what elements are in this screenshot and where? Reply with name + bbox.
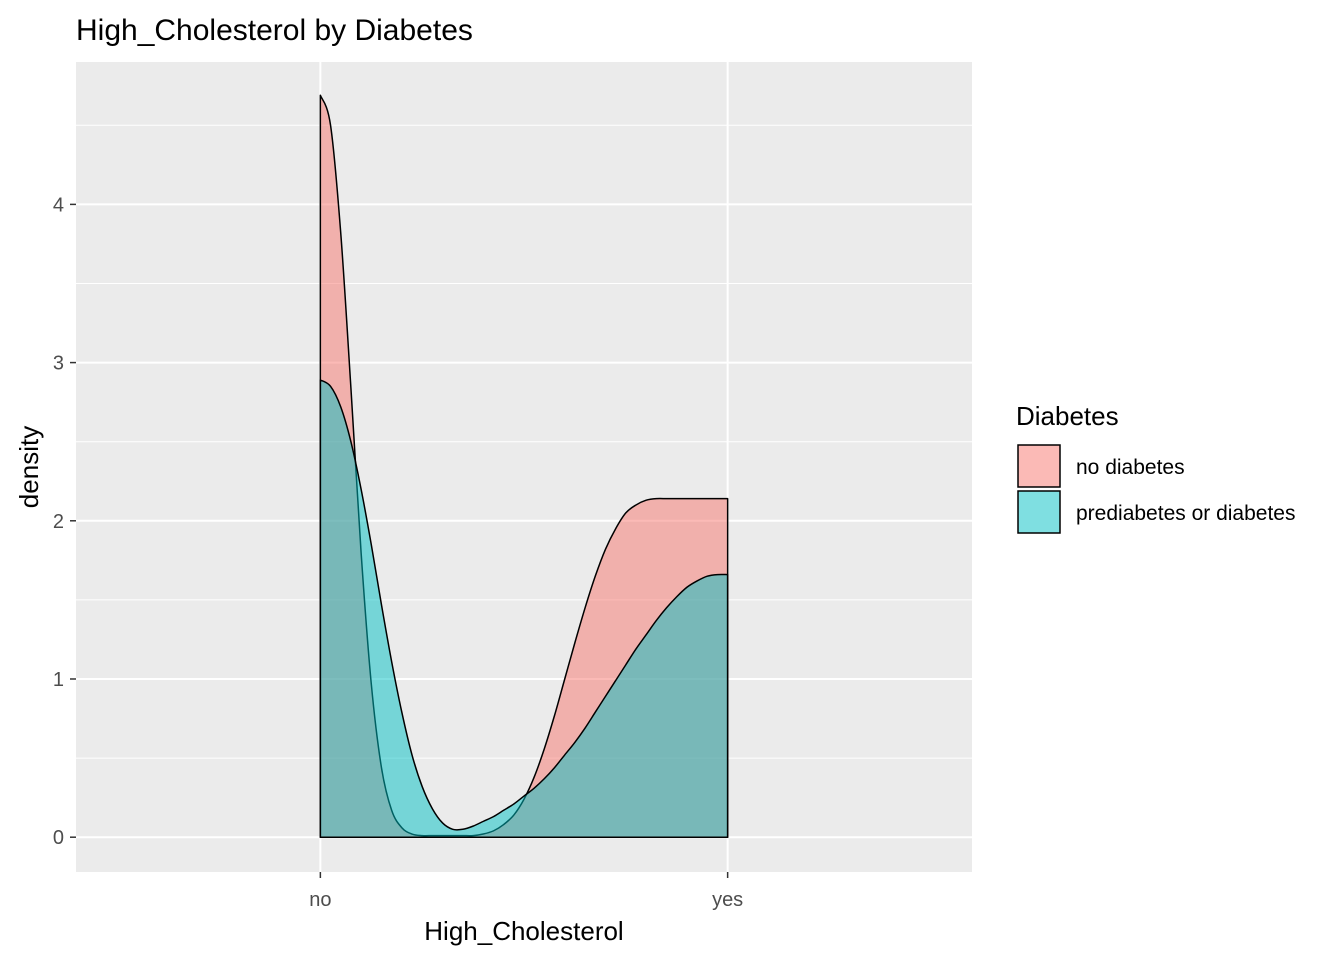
y-tick-label: 4 bbox=[53, 194, 64, 216]
legend-label: prediabetes or diabetes bbox=[1076, 502, 1296, 525]
chart-title: High_Cholesterol by Diabetes bbox=[76, 14, 473, 47]
y-tick-label: 2 bbox=[53, 511, 64, 533]
legend: Diabetes no diabetes prediabetes or diabe… bbox=[1016, 401, 1296, 534]
legend-label: no diabetes bbox=[1076, 456, 1185, 479]
legend-title: Diabetes bbox=[1016, 401, 1119, 431]
x-axis: no yes bbox=[309, 872, 743, 911]
y-tick-label: 0 bbox=[53, 827, 64, 849]
x-axis-title: High_Cholesterol bbox=[424, 916, 623, 946]
density-areas bbox=[319, 94, 729, 838]
y-tick-label: 1 bbox=[53, 669, 64, 691]
y-tick-label: 3 bbox=[53, 353, 64, 375]
density-area-prediabetes-or-diabetes bbox=[319, 379, 729, 838]
x-tick-label: no bbox=[309, 889, 331, 911]
x-tick-label: yes bbox=[712, 889, 743, 911]
y-axis-title: density bbox=[14, 426, 44, 508]
legend-swatch bbox=[1017, 490, 1061, 534]
y-axis: 0 1 2 3 4 bbox=[53, 194, 76, 849]
legend-swatch bbox=[1017, 444, 1061, 488]
plot-panel bbox=[76, 62, 972, 872]
minor-gridlines bbox=[76, 124, 972, 759]
